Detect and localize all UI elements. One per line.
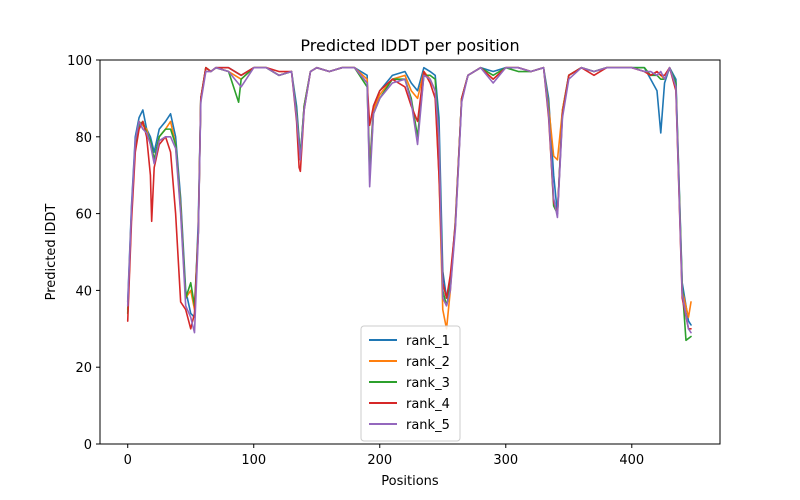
y-axis: 0 20 40 60 80 100 [67,54,100,453]
legend-label-rank_2: rank_2 [406,355,450,370]
series-line-rank_5 [126,66,692,334]
x-tick-label: 200 [367,453,392,468]
y-axis-label: Predicted lDDT [44,204,59,301]
x-tick-label: 300 [493,453,518,468]
legend-frame [360,325,461,442]
y-tick-label: 40 [75,284,92,299]
y-tick-label: 20 [75,361,92,376]
x-axis-label: Positions [381,474,439,489]
y-tick-label: 0 [84,438,92,453]
series-line-rank_4 [126,66,692,330]
x-axis: 0 100 200 300 400 [124,444,644,468]
x-tick-label: 0 [124,453,132,468]
chart-title: Predicted lDDT per position [300,36,519,55]
legend-label-rank_5: rank_5 [406,418,450,433]
legend-label-rank_1: rank_1 [406,334,450,349]
y-tick-label: 80 [75,131,92,146]
x-tick-label: 400 [619,453,644,468]
legend-label-rank_3: rank_3 [406,376,450,391]
legend: rank_1 rank_2 rank_3 rank_4 rank_5 [360,325,461,442]
x-tick-label: 100 [241,453,266,468]
legend-label-rank_4: rank_4 [406,397,450,412]
y-tick-label: 60 [75,208,92,223]
series-lines [126,66,692,342]
plot-frame [99,59,721,445]
y-tick-label: 100 [67,54,92,69]
